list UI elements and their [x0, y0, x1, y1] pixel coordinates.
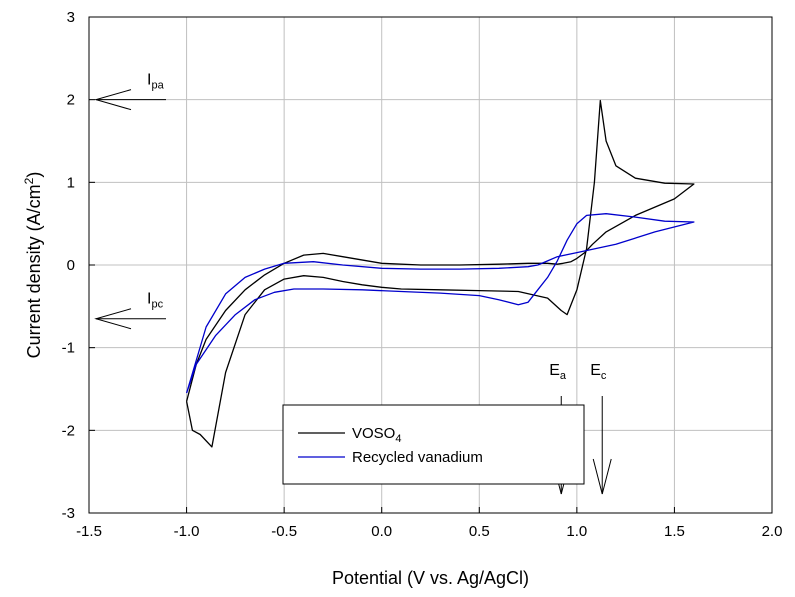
legend-label: VOSO4: [352, 425, 401, 445]
annotation-label: Ea: [549, 362, 567, 382]
y-tick-label: -2: [62, 422, 75, 439]
annotation-arrow-head: [94, 89, 132, 111]
y-tick-label: 3: [67, 9, 75, 26]
x-tick-label: -0.5: [271, 523, 297, 540]
x-tick-label: 1.0: [566, 523, 587, 540]
x-tick-label: -1.0: [174, 523, 200, 540]
annotation-label: Ec: [590, 362, 607, 382]
legend-label: Recycled vanadium: [352, 449, 483, 466]
x-tick-label: 2.0: [762, 523, 783, 540]
y-tick-label: 2: [67, 92, 75, 109]
axis-ticks: -1.5 -1.0 -0.5 0.0 0.5 1.0 1.5 2.0 -3 -2 -1 0 1 2 3: [62, 9, 783, 540]
legend-box: [282, 404, 585, 485]
x-tick-label: 1.5: [664, 523, 685, 540]
series-line-recycled-vanadium: [185, 213, 695, 394]
y-tick-label: -1: [62, 340, 75, 357]
annotation-label: Ipc: [147, 291, 164, 311]
annotation-ec: Ec: [590, 362, 612, 495]
y-tick-label: 0: [67, 257, 75, 274]
annotation-ipa: Ipa: [94, 72, 166, 111]
series-lines: [185, 99, 695, 448]
x-tick-label: 0.0: [371, 523, 392, 540]
x-tick-label: -1.5: [76, 523, 102, 540]
annotation-label: Ipa: [147, 72, 165, 92]
annotation-ipc: Ipc: [94, 291, 166, 330]
legend: VOSO4 Recycled vanadium: [282, 404, 585, 485]
annotation-arrow-head: [592, 458, 612, 495]
y-tick-label: 1: [67, 174, 75, 191]
annotation-arrow-head: [94, 308, 132, 330]
x-tick-label: 0.5: [469, 523, 490, 540]
y-axis-title: Current density (A/cm2): [22, 172, 44, 359]
x-axis-title: Potential (V vs. Ag/AgCl): [332, 568, 529, 588]
y-tick-label: -3: [62, 505, 75, 522]
series-line-voso4: [185, 99, 695, 448]
